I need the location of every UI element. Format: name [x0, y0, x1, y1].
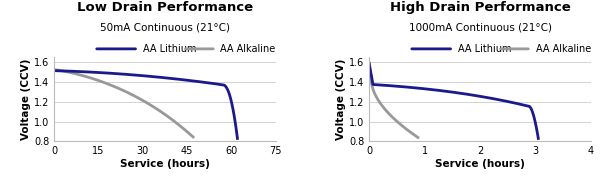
- Line: AA Lithium: AA Lithium: [369, 63, 538, 138]
- AA Alkaline: [406, 131, 413, 133]
- AA Alkaline: [190, 136, 197, 138]
- X-axis label: Service (hours): Service (hours): [435, 159, 525, 169]
- AA Alkaline: [415, 136, 422, 139]
- Text: Low Drain Performance: Low Drain Performance: [77, 1, 253, 14]
- Text: High Drain Performance: High Drain Performance: [389, 1, 571, 14]
- AA Alkaline: [167, 118, 175, 120]
- Y-axis label: Voltage (CCV): Voltage (CCV): [336, 59, 346, 140]
- AA Alkaline: [376, 101, 383, 103]
- AA Alkaline: [136, 97, 143, 100]
- AA Lithium: [381, 84, 388, 86]
- AA Lithium: [460, 93, 467, 95]
- AA Lithium: [77, 71, 85, 73]
- AA Alkaline: [176, 125, 184, 127]
- AA Lithium: [518, 103, 525, 106]
- Text: 50mA Continuous (21°C): 50mA Continuous (21°C): [100, 22, 230, 32]
- AA Lithium: [192, 80, 199, 82]
- AA Lithium: [124, 73, 131, 76]
- AA Alkaline: [365, 62, 373, 64]
- Y-axis label: Voltage (CCV): Voltage (CCV): [21, 59, 31, 140]
- AA Lithium: [453, 92, 460, 94]
- Text: AA Alkaline: AA Alkaline: [220, 44, 275, 54]
- AA Lithium: [214, 83, 221, 85]
- AA Lithium: [365, 62, 373, 64]
- AA Alkaline: [389, 116, 396, 118]
- X-axis label: Service (hours): Service (hours): [120, 159, 210, 169]
- AA Lithium: [535, 137, 542, 139]
- AA Lithium: [420, 88, 427, 90]
- Line: AA Alkaline: AA Alkaline: [369, 63, 418, 137]
- AA Lithium: [50, 70, 58, 72]
- AA Alkaline: [51, 69, 58, 71]
- AA Lithium: [213, 83, 220, 85]
- AA Alkaline: [133, 96, 140, 98]
- AA Alkaline: [390, 117, 397, 119]
- AA Lithium: [489, 98, 496, 100]
- Line: AA Lithium: AA Lithium: [54, 71, 238, 138]
- AA Alkaline: [409, 133, 416, 135]
- Text: AA Lithium: AA Lithium: [143, 44, 196, 54]
- Text: 1000mA Continuous (21°C): 1000mA Continuous (21°C): [409, 22, 551, 32]
- AA Lithium: [140, 75, 147, 77]
- AA Lithium: [234, 137, 241, 139]
- Text: AA Alkaline: AA Alkaline: [536, 44, 591, 54]
- Line: AA Alkaline: AA Alkaline: [54, 70, 193, 137]
- AA Alkaline: [50, 69, 58, 71]
- Text: AA Lithium: AA Lithium: [458, 44, 511, 54]
- AA Alkaline: [133, 96, 140, 98]
- AA Alkaline: [366, 66, 373, 68]
